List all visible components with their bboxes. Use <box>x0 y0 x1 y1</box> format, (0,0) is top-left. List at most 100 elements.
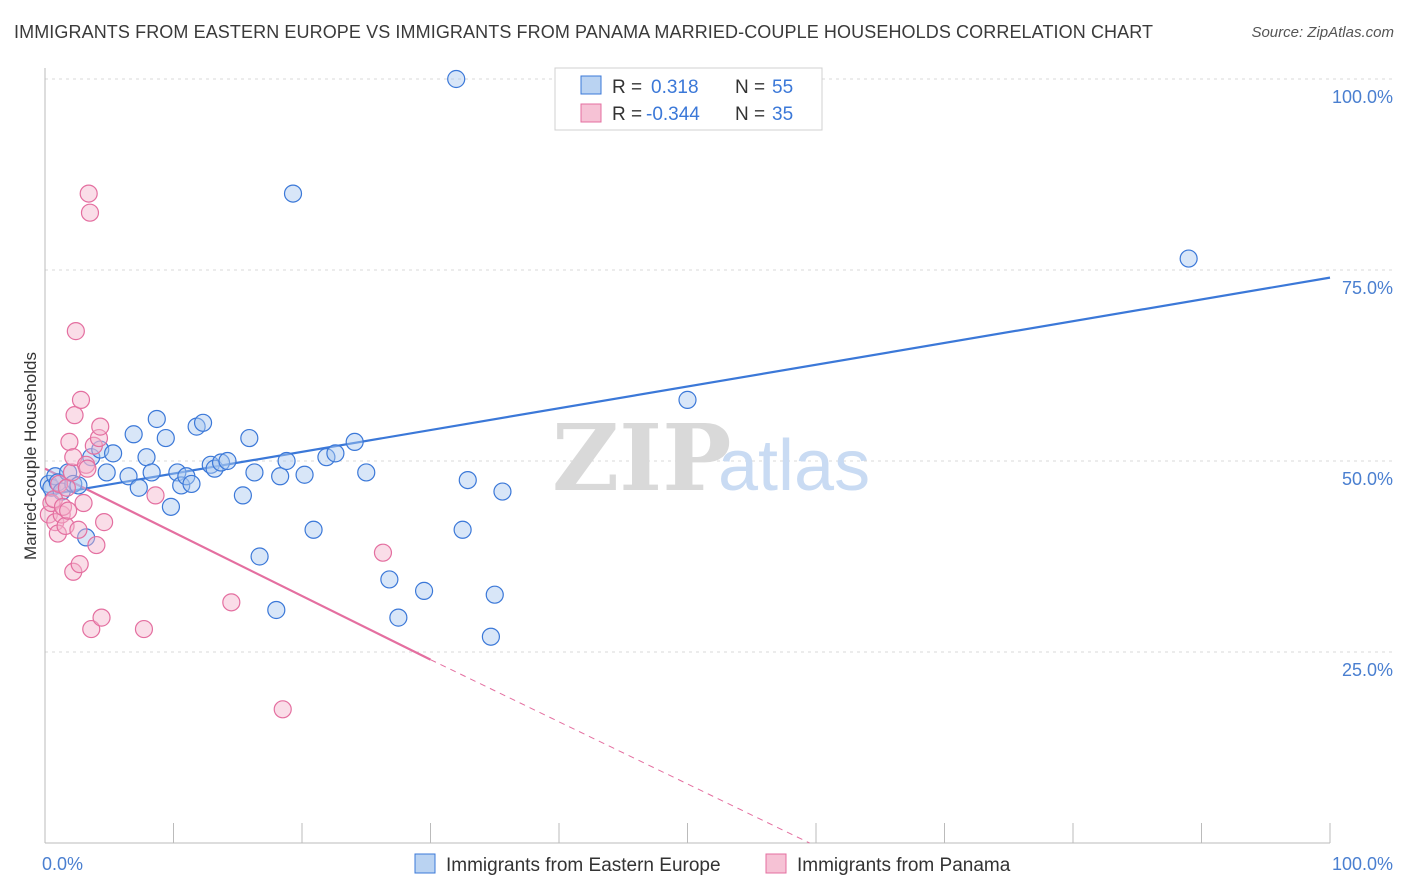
stats-r-label-2: R = <box>612 104 642 125</box>
panama-point-15 <box>65 406 84 425</box>
eastern-europe-point-24 <box>182 474 201 494</box>
eastern-europe-point-13 <box>119 467 138 486</box>
panama-point-13 <box>64 562 83 581</box>
eastern-europe-point-40 <box>304 520 323 539</box>
eastern-europe-point-37 <box>277 451 296 471</box>
panama-point-23 <box>79 184 98 203</box>
stats-n-value-1: 55 <box>772 77 793 98</box>
series-eastern-europe-points <box>39 69 1198 646</box>
eastern-europe-point-43 <box>345 432 364 451</box>
eastern-europe-point-41 <box>317 448 336 467</box>
watermark-zip: ZIP <box>552 404 731 512</box>
eastern-europe-point-44 <box>357 463 376 482</box>
panama-point-19 <box>71 390 91 409</box>
panama-point-27 <box>87 535 106 555</box>
eastern-europe-point-18 <box>147 409 166 429</box>
eastern-europe-point-38 <box>283 184 303 203</box>
stats-legend-swatch-pink <box>580 103 602 123</box>
y-tick-label-75: 75.0% <box>1342 278 1393 298</box>
y-tick-label-50: 50.0% <box>1342 469 1393 489</box>
panama-point-32 <box>134 619 154 639</box>
eastern-europe-point-12 <box>104 444 123 463</box>
eastern-europe-point-19 <box>156 428 175 448</box>
eastern-europe-point-49 <box>453 520 472 539</box>
grid-lines <box>45 78 1395 653</box>
stats-legend-swatch-blue <box>580 75 602 95</box>
source-label: Source: ZipAtlas.com <box>1251 24 1394 41</box>
panama-point-29 <box>91 417 110 436</box>
panama-point-17 <box>69 520 88 539</box>
eastern-europe-point-42 <box>326 444 345 463</box>
panama-point-36 <box>373 543 393 562</box>
panama-point-33 <box>146 486 165 505</box>
eastern-europe-point-31 <box>233 486 252 505</box>
panama-point-24 <box>80 203 100 222</box>
stats-n-label-1: N = <box>735 77 765 98</box>
eastern-europe-point-26 <box>193 413 213 432</box>
eastern-europe-point-36 <box>271 467 290 486</box>
stats-legend: R = 0.318 N = 55 R = -0.344 N = 35 <box>554 67 823 131</box>
stats-r-value-2: -0.344 <box>646 104 700 125</box>
eastern-europe-point-8 <box>77 528 96 547</box>
eastern-europe-point-14 <box>124 425 143 444</box>
eastern-europe-point-53 <box>493 482 512 501</box>
eastern-europe-point-51 <box>481 627 500 646</box>
panama-point-25 <box>82 619 101 639</box>
eastern-europe-point-15 <box>129 478 148 497</box>
axes <box>44 68 1331 844</box>
eastern-europe-point-32 <box>240 428 259 448</box>
trend-line-panama-extension <box>430 659 810 844</box>
eastern-europe-point-20 <box>161 497 181 516</box>
eastern-europe-point-17 <box>142 463 161 482</box>
watermark: ZIP atlas <box>552 404 870 512</box>
eastern-europe-point-47 <box>414 581 434 600</box>
eastern-europe-point-35 <box>267 600 286 620</box>
panama-point-20 <box>74 493 93 513</box>
eastern-europe-point-39 <box>295 465 314 484</box>
panama-point-35 <box>273 700 292 719</box>
eastern-europe-point-50 <box>458 471 477 490</box>
legend-swatch-panama <box>765 853 787 874</box>
eastern-europe-point-29 <box>211 453 231 472</box>
eastern-europe-point-45 <box>380 570 399 589</box>
stats-n-value-2: 35 <box>772 104 793 125</box>
stats-r-label-1: R = <box>612 77 642 98</box>
panama-point-3 <box>46 513 65 532</box>
series-panama-points <box>39 184 393 719</box>
eastern-europe-point-56 <box>1179 249 1198 268</box>
x-tick-label-100: 100.0% <box>1332 854 1393 874</box>
y-tick-label-25: 25.0% <box>1342 660 1393 680</box>
y-tick-label-100: 100.0% <box>1332 87 1393 107</box>
legend-label-eastern-europe: Immigrants from Eastern Europe <box>446 855 721 876</box>
panama-point-12 <box>62 463 82 482</box>
eastern-europe-point-48 <box>447 69 466 89</box>
stats-n-label-2: N = <box>735 104 765 125</box>
eastern-europe-point-55 <box>678 390 697 409</box>
panama-point-31 <box>95 513 114 532</box>
eastern-europe-point-46 <box>389 608 408 627</box>
eastern-europe-point-34 <box>250 547 269 566</box>
series-legend: Immigrants from Eastern Europe Immigrant… <box>414 853 1011 876</box>
trend-lines <box>44 276 1331 844</box>
y-tick-labels: 25.0% 50.0% 75.0% 100.0% <box>1332 87 1393 680</box>
x-tick-label-0: 0.0% <box>42 854 83 874</box>
eastern-europe-point-16 <box>137 448 156 467</box>
panama-point-11 <box>60 432 79 451</box>
y-axis-title: Married-couple Households <box>21 352 40 560</box>
trend-line-eastern-europe <box>44 276 1331 497</box>
panama-point-16 <box>66 322 85 341</box>
panama-point-9 <box>57 478 76 497</box>
panama-point-18 <box>70 555 89 574</box>
stats-r-value-1: 0.318 <box>651 77 699 98</box>
legend-swatch-eastern-europe <box>414 853 436 874</box>
chart-title: IMMIGRANTS FROM EASTERN EUROPE VS IMMIGR… <box>14 22 1154 42</box>
panama-point-30 <box>92 608 111 627</box>
panama-point-22 <box>78 459 97 478</box>
panama-point-4 <box>48 524 67 543</box>
eastern-europe-point-33 <box>245 463 264 482</box>
panama-point-10 <box>59 501 78 520</box>
eastern-europe-point-11 <box>97 463 116 482</box>
eastern-europe-point-52 <box>485 585 504 604</box>
legend-label-panama: Immigrants from Panama <box>797 855 1011 876</box>
